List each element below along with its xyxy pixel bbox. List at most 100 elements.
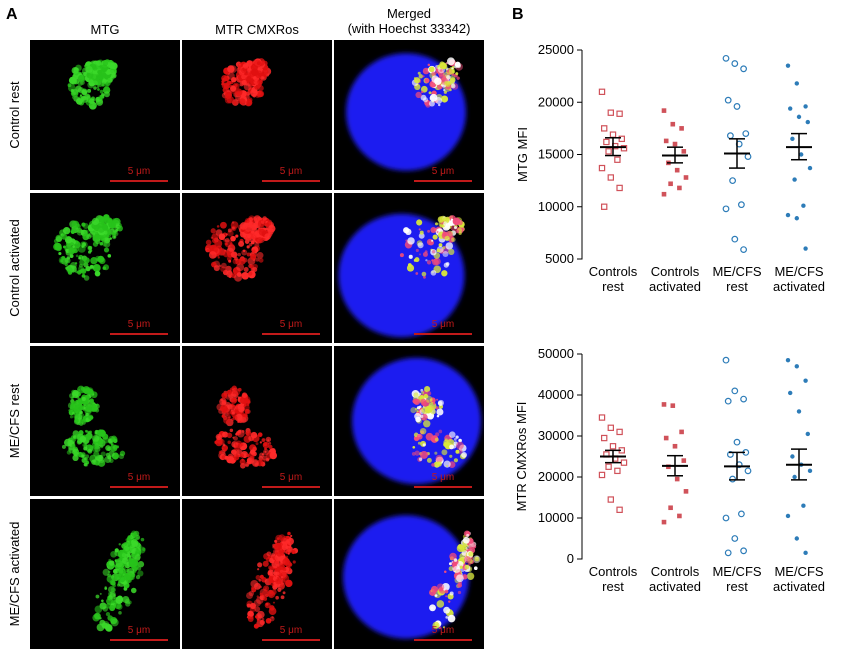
data-point bbox=[731, 60, 739, 67]
y-tick-label: 5000 bbox=[545, 251, 574, 266]
data-point bbox=[681, 458, 687, 463]
micrograph-r3-c0: 5 μm bbox=[30, 499, 180, 649]
category-label: ME/CFS bbox=[712, 564, 761, 579]
data-point bbox=[724, 397, 732, 405]
micrograph-r1-c1: 5 μm bbox=[182, 193, 332, 343]
data-point bbox=[598, 414, 606, 421]
data-point bbox=[677, 185, 682, 191]
scale-bar-label: 5 μm bbox=[431, 625, 455, 636]
data-point bbox=[740, 547, 747, 555]
data-point bbox=[729, 177, 736, 185]
category-label: rest bbox=[602, 279, 624, 294]
y-tick-label: 50000 bbox=[538, 346, 574, 361]
data-point bbox=[670, 121, 676, 127]
scale-bar-label: 5 μm bbox=[127, 319, 151, 330]
data-point bbox=[796, 409, 802, 414]
data-point bbox=[729, 475, 736, 483]
category-label: Controls bbox=[651, 564, 700, 579]
micrograph-r3-c1: 5 μm bbox=[182, 499, 332, 649]
y-tick-label: 30000 bbox=[538, 428, 574, 443]
data-point bbox=[731, 387, 739, 395]
data-point bbox=[744, 467, 752, 475]
data-point bbox=[605, 148, 612, 155]
micrograph-r1-c0: 5 μm bbox=[30, 193, 180, 343]
category-label: activated bbox=[773, 579, 825, 594]
data-point bbox=[785, 513, 791, 519]
data-point bbox=[805, 431, 810, 437]
data-point bbox=[614, 156, 621, 163]
data-point bbox=[609, 131, 617, 138]
data-point bbox=[785, 63, 791, 68]
column-header-2: Merged (with Hoechst 33342) bbox=[347, 6, 471, 36]
scale-bar-label: 5 μm bbox=[279, 472, 303, 483]
micrograph-r2-c2: 5 μm bbox=[334, 346, 484, 496]
category-label: activated bbox=[649, 279, 701, 294]
data-point bbox=[679, 429, 684, 435]
scale-bar bbox=[414, 180, 472, 182]
y-tick-label: 20000 bbox=[538, 94, 574, 109]
data-point bbox=[668, 505, 673, 511]
data-point bbox=[738, 201, 745, 209]
data-point bbox=[805, 119, 810, 125]
micrograph-r2-c0: 5 μm bbox=[30, 346, 180, 496]
scale-bar-label: 5 μm bbox=[431, 472, 455, 483]
data-point bbox=[607, 109, 615, 116]
scale-bar-label: 5 μm bbox=[279, 166, 303, 177]
data-point bbox=[598, 471, 606, 479]
scale-bar bbox=[262, 333, 320, 335]
micrograph-r3-c2: 5 μm bbox=[334, 499, 484, 649]
y-tick-label: 20000 bbox=[538, 469, 574, 484]
data-point bbox=[733, 103, 741, 110]
data-point bbox=[724, 96, 732, 104]
data-point bbox=[672, 443, 678, 449]
category-label: ME/CFS bbox=[712, 264, 761, 279]
category-label: activated bbox=[773, 279, 825, 294]
category-label: activated bbox=[649, 579, 701, 594]
data-point bbox=[677, 513, 682, 519]
data-point bbox=[661, 402, 667, 407]
data-point bbox=[722, 514, 730, 522]
data-point bbox=[663, 435, 669, 441]
y-tick-label: 0 bbox=[567, 551, 574, 566]
scale-bar bbox=[262, 639, 320, 641]
micrograph-r0-c2: 5 μm bbox=[334, 40, 484, 190]
data-point bbox=[614, 467, 621, 475]
data-point bbox=[727, 132, 734, 140]
data-point bbox=[790, 454, 795, 459]
data-point bbox=[670, 403, 676, 408]
data-point bbox=[616, 428, 623, 436]
data-point bbox=[674, 167, 680, 173]
scale-bar-label: 5 μm bbox=[431, 166, 455, 177]
data-point bbox=[740, 395, 747, 403]
data-point bbox=[740, 246, 747, 253]
data-point bbox=[620, 145, 628, 152]
data-point bbox=[785, 212, 791, 218]
data-point bbox=[742, 130, 750, 138]
data-point bbox=[801, 503, 806, 508]
category-label: rest bbox=[602, 579, 624, 594]
scale-bar bbox=[110, 333, 168, 335]
data-point bbox=[731, 535, 739, 542]
scale-bar-label: 5 μm bbox=[127, 625, 151, 636]
category-label: rest bbox=[726, 579, 748, 594]
data-point bbox=[672, 141, 678, 147]
data-point bbox=[616, 110, 623, 117]
data-point bbox=[605, 463, 612, 470]
scale-bar bbox=[262, 180, 320, 182]
data-point bbox=[744, 153, 752, 160]
data-point bbox=[607, 174, 615, 181]
column-header-0: MTG bbox=[90, 22, 120, 37]
data-point bbox=[598, 88, 606, 95]
data-point bbox=[788, 106, 793, 111]
scale-bar bbox=[414, 486, 472, 488]
y-tick-label: 40000 bbox=[538, 387, 574, 402]
data-point bbox=[792, 177, 797, 182]
category-label: ME/CFS bbox=[774, 264, 823, 279]
scale-bar bbox=[110, 486, 168, 488]
scale-bar-label: 5 μm bbox=[431, 319, 455, 330]
data-point bbox=[794, 364, 799, 369]
data-point bbox=[803, 104, 808, 109]
data-point bbox=[785, 357, 791, 363]
data-point bbox=[607, 496, 615, 503]
scale-bar bbox=[414, 333, 472, 335]
